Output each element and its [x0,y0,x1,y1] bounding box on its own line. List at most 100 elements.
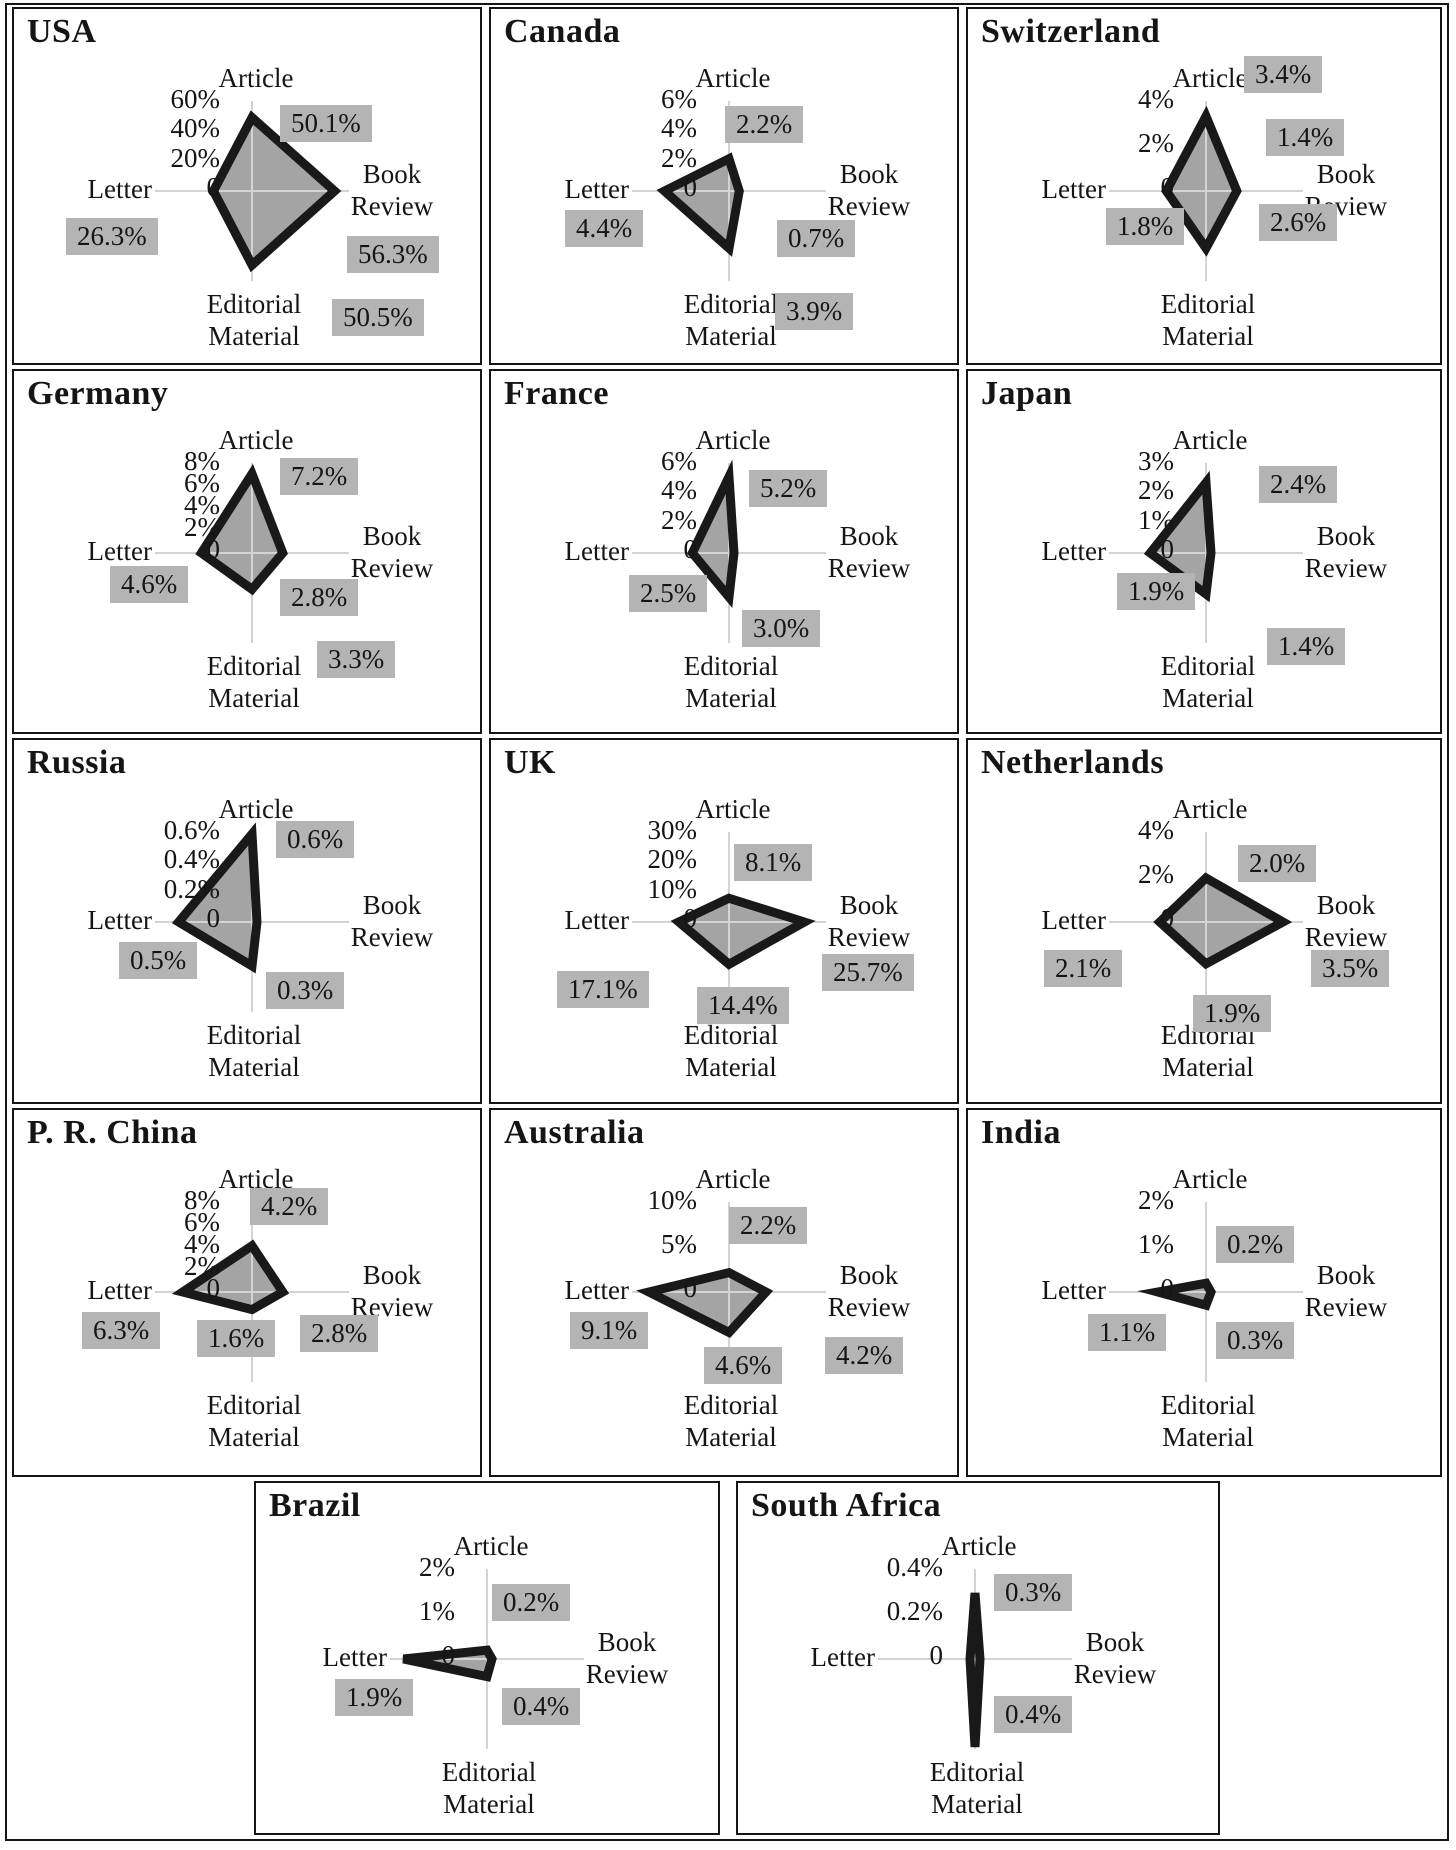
data-label-editorial-material: 0.4% [502,1688,581,1725]
axis-label-line: Review [827,922,911,952]
radar-polygon-outline [171,1239,290,1315]
radar-polygon-outline [1161,105,1242,257]
axis-label-editorial-material: Editorial Material [1161,288,1255,352]
axis-label-line: Review [1304,553,1388,583]
data-label-editorial-material: 0.3% [266,972,345,1009]
radar-chart [155,822,349,1012]
radar-chart [632,101,826,281]
data-label-article: 2.2% [729,1207,808,1244]
radar-chart [155,463,349,643]
axis-label-line: Book [839,1260,899,1290]
axis-label-editorial-material: Editorial Material [207,650,301,714]
data-label-article: 5.2% [749,470,828,507]
country-panel: Switzerland Article Letter Book Review Editor… [966,7,1442,365]
radar-chart [1109,832,1303,1012]
country-title: Germany [27,375,169,412]
country-title: Canada [504,13,621,50]
radar-polygon-outline [195,463,288,596]
data-label-letter: 0.5% [119,942,198,979]
radar-chart [390,1569,584,1749]
axis-tick-label: 8% [184,446,220,476]
axis-label-line: Book [1316,521,1376,551]
data-label-letter: 9.1% [570,1312,649,1349]
axis-label-line: Review [350,922,434,952]
radar-chart [1109,1202,1303,1382]
country-title: Russia [27,744,127,781]
country-title: France [504,375,609,412]
axis-label-book-review: Book Review [828,158,910,222]
axis-tick-label: 40% [170,113,221,144]
axis-label-book-review: Book Review [1305,520,1387,584]
axis-label-article: Article [218,63,294,93]
axis-label-article: Article [1172,1164,1248,1194]
axis-label-line: Editorial [1160,289,1256,319]
axis-label-line: Book [1085,1627,1145,1657]
axis-label-editorial-material: Editorial Material [1161,1389,1255,1453]
axis-label-line: Review [350,191,434,221]
axis-label-line: Editorial [683,289,779,319]
axis-label-line: Material [1162,321,1254,351]
radar-polygon-fill [664,158,740,249]
data-label-article: 4.2% [250,1188,329,1225]
radar-polygon-fill [692,476,734,597]
axis-tick-label: 6% [184,468,220,498]
axis-label-line: Material [685,1422,777,1452]
axis-tick-label: 6% [661,84,697,114]
axis-label-line: Book [362,521,422,551]
axis-label-letter: Letter [1041,1275,1106,1305]
axis-label-book-review: Book Review [828,1259,910,1323]
axis-label-line: Material [208,683,300,713]
data-label-article: 0.2% [492,1584,571,1621]
country-panel: P. R. China Article Letter Book Review Editor… [12,1108,482,1477]
data-label-editorial-material: 3.0% [742,610,821,647]
axis-label-line: Review [1073,1659,1157,1689]
axis-label-letter: Letter [87,536,152,566]
data-label-editorial-material: 2.6% [1259,204,1338,241]
axis-tick-label: 8% [184,1185,220,1215]
data-label-article: 0.2% [1216,1226,1295,1263]
axis-tick-label: 2% [1138,859,1174,889]
axis-label-letter: Letter [87,174,152,204]
radar-polygon-outline [687,459,739,608]
axis-tick-label: 1% [419,1596,455,1626]
axis-label-line: Book [362,890,422,920]
axis-label-editorial-material: Editorial Material [1161,650,1255,714]
country-panel: India Article Letter Book Review Editorial Mat… [966,1108,1442,1477]
country-panel: Japan Article Letter Book Review Editorial Mat… [966,369,1442,734]
radar-chart [632,459,826,643]
axis-label-line: Editorial [683,1390,779,1420]
data-label-editorial-material: 14.4% [697,987,789,1024]
axis-tick-label: 6% [184,1207,220,1237]
data-label-letter: 17.1% [557,971,649,1008]
radar-polygon-outline [965,1592,985,1748]
axis-label-article: Article [1172,794,1248,824]
data-label-article: 7.2% [280,458,359,495]
axis-tick-label: 2% [661,504,697,535]
data-label-book-review: 0.7% [777,220,856,257]
axis-label-article: Article [695,425,771,455]
axis-tick-label: 2% [184,512,220,542]
radar-chart [1109,463,1303,643]
axis-label-line: Editorial [206,289,302,319]
axis-label-line: Review [350,553,434,583]
data-label-letter: 4.6% [110,566,189,603]
axis-label-line: Material [208,1422,300,1452]
data-label-book-review: 4.2% [825,1337,904,1374]
radar-chart [155,101,349,281]
axis-label-line: Book [597,1627,657,1657]
data-label-letter: 6.3% [82,1312,161,1349]
axis-tick-label: 0 [1160,1273,1175,1303]
axis-tick-label: 30% [647,815,698,845]
axis-label-line: Book [362,1260,422,1290]
axis-tick-label: 1% [1138,1229,1174,1259]
axis-label-line: Editorial [206,1020,302,1050]
radar-chart-grid: USA Article Letter Book Review Editorial Mater… [5,3,1449,1841]
axis-label-article: Article [695,1164,771,1194]
country-panel: Russia Article Letter Book Review Editorial Ma… [12,738,482,1104]
axis-label-letter: Letter [87,1275,152,1305]
axis-label-book-review: Book Review [1305,889,1387,953]
axis-tick-label: 20% [647,844,698,875]
data-label-book-review: 25.7% [822,954,914,991]
axis-tick-label: 10% [647,1185,698,1215]
axis-tick-label: 0 [683,1273,698,1303]
